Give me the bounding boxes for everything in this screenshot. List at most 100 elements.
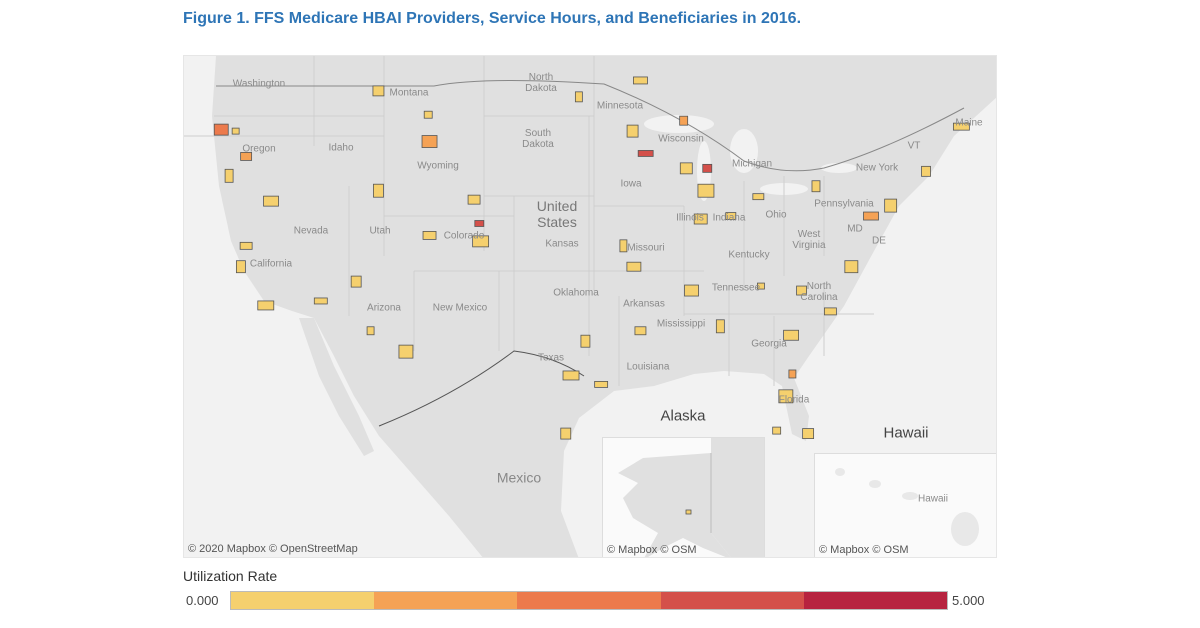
provider-region[interactable] xyxy=(626,261,642,272)
label-missouri: Missouri xyxy=(627,242,665,254)
provider-region[interactable] xyxy=(231,127,240,135)
alaska-credit: © Mapbox © OSM xyxy=(607,544,697,556)
provider-region[interactable] xyxy=(224,168,234,183)
provider-regions xyxy=(213,76,970,440)
provider-region[interactable] xyxy=(679,115,689,126)
provider-region[interactable] xyxy=(702,163,713,173)
provider-region[interactable] xyxy=(796,285,807,296)
label-north-carolina: North Carolina xyxy=(800,281,838,303)
provider-region[interactable] xyxy=(811,180,821,193)
lake-superior xyxy=(644,115,714,133)
label-washington: Washington xyxy=(232,78,286,90)
alaska-title: Alaska xyxy=(660,407,706,425)
hawaii-inset[interactable]: Hawaii © Mapbox © OSM xyxy=(814,453,996,557)
label-florida: Florida xyxy=(778,394,810,406)
legend-swatch-2 xyxy=(374,592,518,609)
provider-region[interactable] xyxy=(257,300,275,311)
legend-swatch-3 xyxy=(517,592,661,609)
provider-region[interactable] xyxy=(594,381,609,388)
label-oklahoma: Oklahoma xyxy=(553,287,599,299)
label-georgia: Georgia xyxy=(751,338,787,350)
lake-ontario xyxy=(821,163,857,173)
provider-region[interactable] xyxy=(235,260,246,274)
provider-region[interactable] xyxy=(697,183,715,198)
legend-max: 5.000 xyxy=(952,593,985,608)
provider-region[interactable] xyxy=(715,319,725,334)
label-arkansas: Arkansas xyxy=(623,298,665,310)
hawaii-map xyxy=(835,468,979,546)
label-tennessee: Tennessee xyxy=(711,282,761,294)
provider-region[interactable] xyxy=(263,195,279,207)
hawaii-title: Hawaii xyxy=(883,424,929,442)
provider-region[interactable] xyxy=(366,326,375,336)
label-colorado: Colorado xyxy=(443,230,485,242)
legend-swatch-4 xyxy=(660,592,804,609)
legend-color-bar xyxy=(230,591,948,610)
provider-region[interactable] xyxy=(574,91,583,103)
provider-region[interactable] xyxy=(562,370,580,381)
provider-region[interactable] xyxy=(634,326,647,336)
region-alaska xyxy=(685,509,692,515)
provider-region[interactable] xyxy=(725,212,737,220)
provider-region[interactable] xyxy=(952,122,970,131)
provider-region[interactable] xyxy=(373,183,384,198)
provider-region[interactable] xyxy=(863,211,879,221)
alaska-inset[interactable]: © Mapbox © OSM xyxy=(602,437,765,557)
provider-region[interactable] xyxy=(693,213,708,225)
label-united-states: United States xyxy=(536,198,578,230)
provider-region[interactable] xyxy=(884,198,898,213)
label-west-virginia: West Virginia xyxy=(792,229,826,251)
provider-region[interactable] xyxy=(313,297,328,305)
label-california: California xyxy=(249,258,293,270)
provider-region[interactable] xyxy=(240,152,253,161)
label-vt: VT xyxy=(907,140,921,152)
label-montana: Montana xyxy=(389,87,429,99)
lake-huron xyxy=(730,129,758,173)
label-utah: Utah xyxy=(369,225,391,237)
provider-region[interactable] xyxy=(637,150,654,157)
provider-region[interactable] xyxy=(580,334,591,348)
state-borders xyxy=(184,56,965,427)
provider-region[interactable] xyxy=(421,135,438,148)
label-ohio: Ohio xyxy=(765,209,787,221)
provider-region[interactable] xyxy=(474,220,485,227)
provider-region[interactable] xyxy=(467,194,481,205)
provider-region[interactable] xyxy=(788,369,797,379)
provider-region[interactable] xyxy=(679,162,693,175)
provider-region[interactable] xyxy=(398,344,414,359)
provider-region[interactable] xyxy=(372,85,385,97)
provider-region[interactable] xyxy=(423,110,433,119)
provider-region[interactable] xyxy=(772,426,782,435)
canada-land xyxy=(711,438,764,557)
provider-region[interactable] xyxy=(619,239,628,253)
label-minnesota: Minnesota xyxy=(596,100,644,112)
baja-california xyxy=(299,318,374,456)
label-md: MD xyxy=(847,223,863,235)
label-wyoming: Wyoming xyxy=(417,160,459,172)
map-base xyxy=(184,56,996,557)
provider-region[interactable] xyxy=(560,427,572,440)
provider-region[interactable] xyxy=(757,282,765,290)
provider-region[interactable] xyxy=(844,260,859,274)
legend-swatch-5 xyxy=(803,592,948,609)
label-arizona: Arizona xyxy=(367,302,401,314)
provider-region[interactable] xyxy=(633,76,648,85)
provider-region[interactable] xyxy=(921,165,931,177)
provider-region[interactable] xyxy=(778,389,794,404)
provider-region[interactable] xyxy=(626,124,639,138)
maui-island xyxy=(902,492,918,500)
provider-region[interactable] xyxy=(684,284,699,297)
label-hawaii: Hawaii xyxy=(917,493,949,505)
provider-region[interactable] xyxy=(802,428,815,439)
provider-region[interactable] xyxy=(422,231,437,240)
map[interactable]: Washington Oregon Idaho Montana Wyoming … xyxy=(183,55,997,558)
provider-region[interactable] xyxy=(752,193,765,201)
big-island xyxy=(951,512,979,546)
provider-region[interactable] xyxy=(350,275,362,288)
provider-region[interactable] xyxy=(239,241,253,250)
provider-region[interactable] xyxy=(783,329,799,341)
provider-region[interactable] xyxy=(823,307,837,316)
label-mexico: Mexico xyxy=(496,469,542,486)
provider-region[interactable] xyxy=(472,235,490,248)
provider-region[interactable] xyxy=(213,123,229,136)
